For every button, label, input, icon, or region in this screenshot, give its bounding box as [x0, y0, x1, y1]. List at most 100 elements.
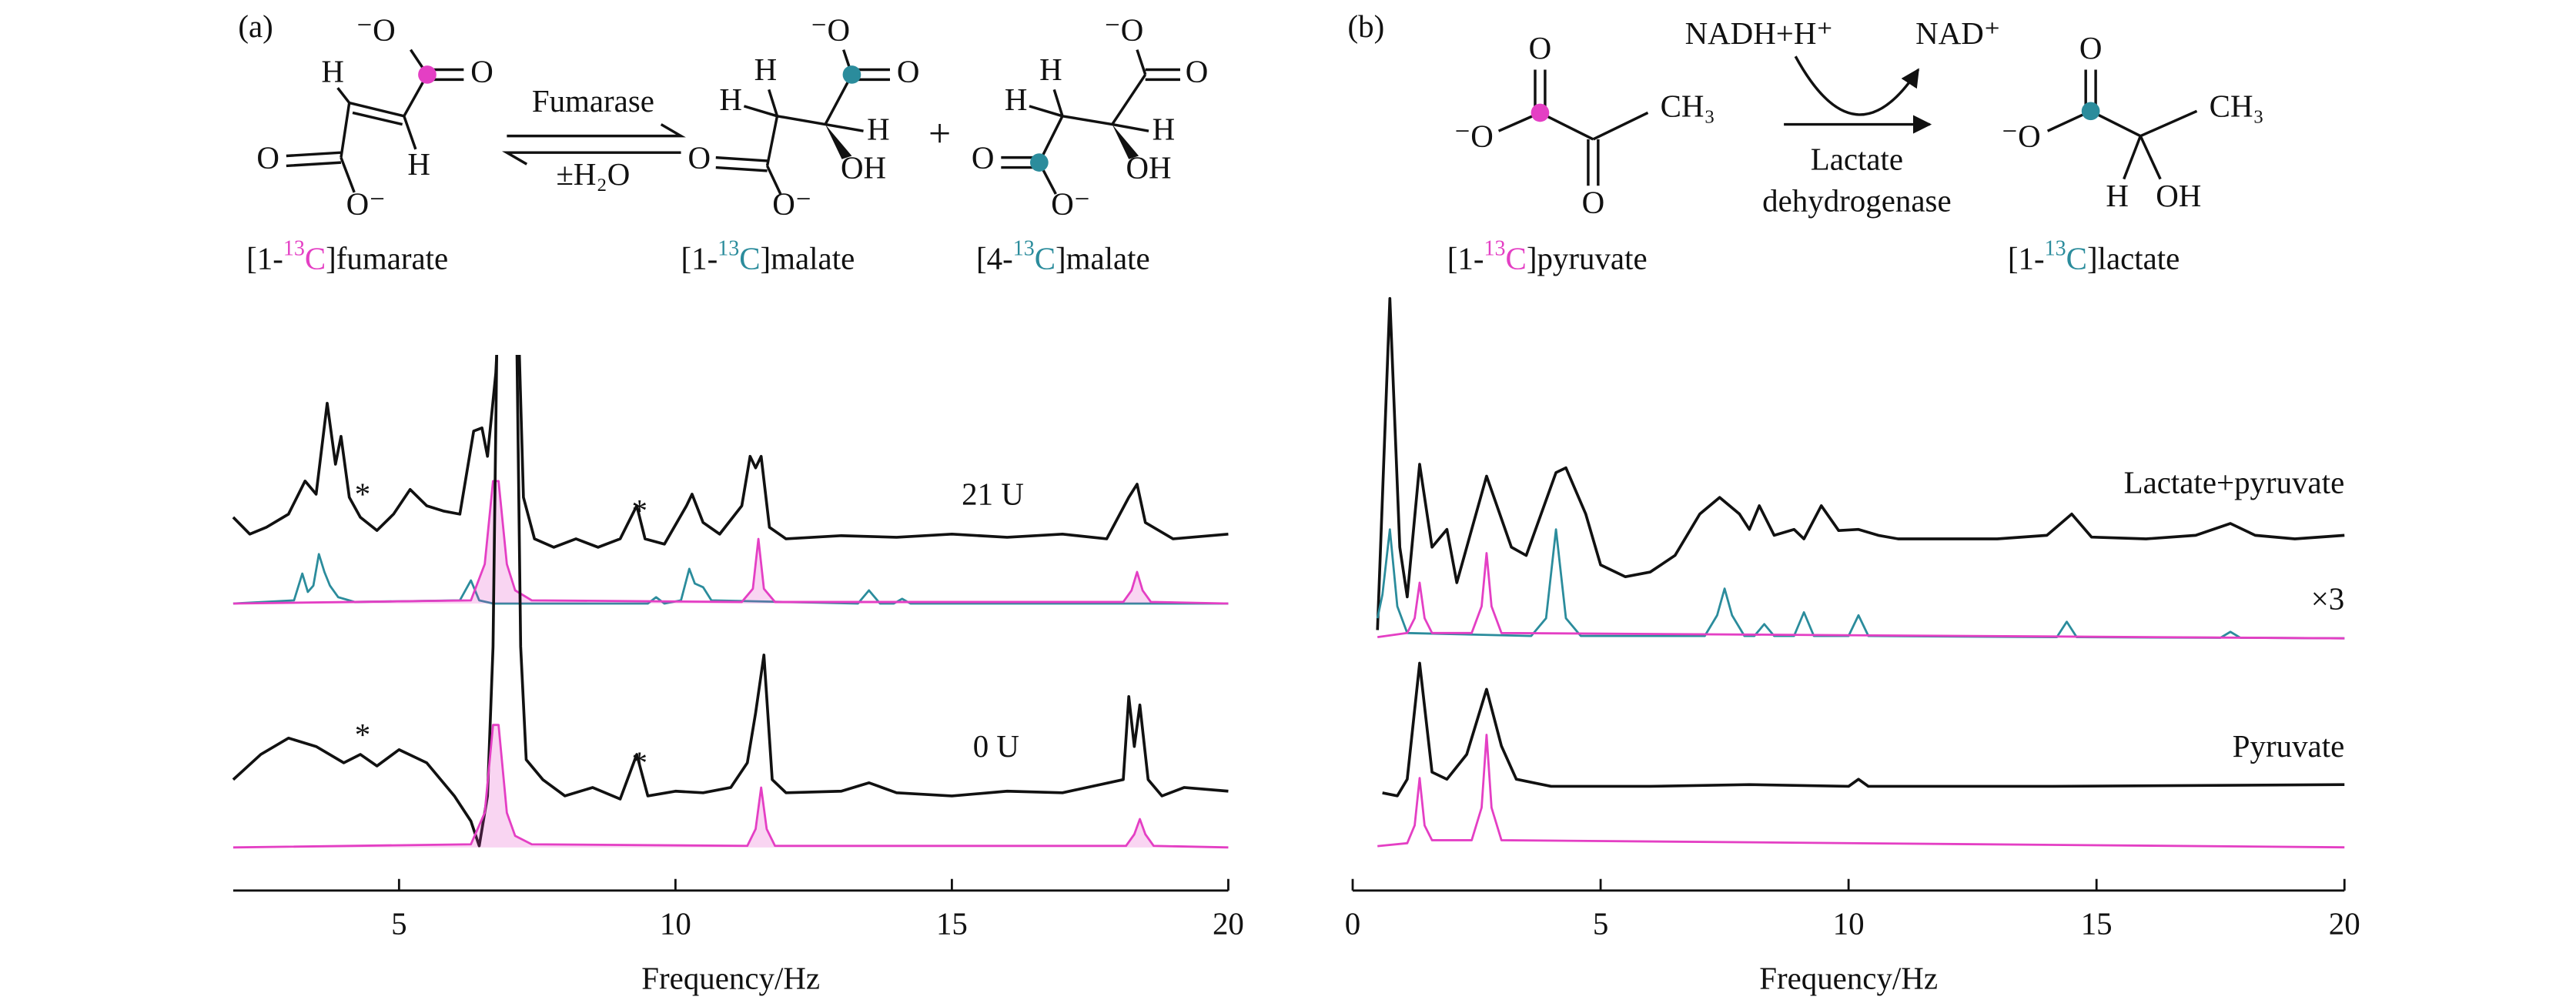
annotation: * — [355, 477, 370, 512]
bonds — [286, 48, 1180, 195]
spectrum-line — [1377, 552, 2345, 640]
x-tick-label: 10 — [660, 907, 691, 941]
panel: 0 5 10 15 20 Frequency/Hz Lactate+pyruvate ×3 Py… — [1345, 296, 2360, 996]
x-axis-label: Frequency/Hz — [1759, 962, 1938, 996]
wedge — [825, 124, 852, 159]
compound-label: [1-13C]pyruvate — [1447, 237, 1648, 276]
atom: H — [2106, 179, 2129, 213]
area — [233, 480, 1229, 604]
x-tick-label: 15 — [936, 907, 968, 941]
atom: H — [867, 112, 890, 147]
atom: O — [1186, 54, 1209, 89]
atom: O — [2079, 31, 2103, 65]
label-part: ]fumarate — [326, 242, 448, 276]
atom: CH₃ — [1661, 89, 1715, 124]
panel-label: (a) — [238, 9, 273, 44]
atom: ⁻O — [811, 12, 850, 47]
label-part: ]malate — [1055, 242, 1150, 276]
compound-label: [1-13C]malate — [681, 237, 855, 276]
label-dot — [2081, 102, 2100, 121]
enzyme: Fumarase — [532, 84, 654, 119]
x-tick-label: 0 — [1345, 907, 1360, 941]
atom: ⁻O — [1454, 119, 1494, 153]
atom: O⁻ — [772, 187, 811, 222]
element: C — [2066, 242, 2087, 276]
annotation: * — [631, 746, 647, 781]
atom: ⁻O — [2002, 119, 2041, 153]
compound-labels: [1-13C]fumarate [1-13C]malate [4-13C]malat… — [246, 237, 2180, 276]
spectrum-line — [232, 355, 1229, 549]
label-dot — [842, 65, 861, 84]
label-part: ]lactate — [2087, 242, 2180, 276]
atom: ⁻O — [356, 12, 396, 47]
isotope: 13 — [1484, 237, 1506, 261]
atom: O — [256, 140, 279, 175]
wedge — [1112, 124, 1139, 159]
atom: CH₃ — [2210, 89, 2264, 124]
atom: OH — [841, 150, 886, 185]
label-part: [1- — [246, 242, 283, 276]
atom: H — [754, 52, 778, 87]
atom: H — [719, 82, 742, 117]
atom: OH — [2156, 179, 2201, 213]
x-tick-label: 10 — [1833, 907, 1865, 941]
x-tick-label: 15 — [2081, 907, 2113, 941]
spectrum-line — [1376, 528, 2345, 640]
x-tick-label: 5 — [391, 907, 406, 941]
label-part: ]pyruvate — [1527, 242, 1648, 276]
label-part: [1- — [1447, 242, 1484, 276]
atom: O⁻ — [346, 187, 386, 222]
enzyme: dehydrogenase — [1762, 183, 1951, 218]
plus: + — [928, 112, 951, 156]
spectrum-line — [233, 724, 1229, 849]
spectrum-line — [233, 480, 1229, 605]
panel: 5 10 15 20 Frequency/Hz * * 21 U * * 0 U — [232, 355, 1244, 996]
compound-label: [1-13C]lactate — [2008, 237, 2180, 276]
isotope: 13 — [718, 237, 739, 261]
label-part: ]malate — [761, 242, 855, 276]
enzyme: Lactate — [1811, 142, 1903, 177]
compound-label: [1-13C]fumarate — [246, 237, 448, 276]
element: C — [305, 242, 326, 276]
arrow — [1794, 55, 1920, 116]
annotation: * — [631, 493, 647, 528]
isotope: 13 — [1013, 237, 1035, 261]
atom: O — [470, 54, 493, 89]
atom: O — [1529, 31, 1552, 65]
atom: H — [407, 147, 430, 182]
x-tick-label: 20 — [2329, 907, 2360, 941]
annotation: 21 U — [962, 477, 1024, 512]
atom: O — [972, 140, 995, 175]
annotation: * — [355, 717, 370, 752]
atom: H — [1005, 82, 1028, 117]
element: C — [1035, 242, 1055, 276]
atom: ⁻O — [1104, 12, 1143, 47]
isotope: 13 — [2045, 237, 2066, 261]
atom: OH — [1126, 150, 1171, 185]
x-tick-label: 5 — [1593, 907, 1608, 941]
label-part: [4- — [976, 242, 1013, 276]
atom: H — [1153, 112, 1176, 147]
condition: ±H₂O — [556, 157, 630, 192]
spectrum-line — [1382, 661, 2345, 798]
label-dot — [1030, 153, 1049, 172]
bonds — [1497, 69, 2198, 186]
atom: O — [897, 54, 920, 89]
atom: H — [321, 54, 344, 89]
atom: O — [1582, 186, 1605, 220]
atoms-a: ⁻O O H H O O⁻ ⁻O O H H H OH O O⁻ ⁻O O H … — [256, 12, 1208, 221]
annotation: Pyruvate — [2233, 729, 2344, 764]
cofactor: NADH+H⁺ — [1685, 16, 1833, 51]
spectrum-line — [233, 553, 1229, 605]
cofactor: NAD⁺ — [1915, 16, 2000, 51]
label-dot — [418, 65, 437, 84]
label-part: [1- — [2008, 242, 2045, 276]
x-tick-label: 20 — [1213, 907, 1244, 941]
spectrum-line — [232, 355, 1229, 848]
compound-label: [4-13C]malate — [976, 237, 1150, 276]
x-axis-label: Frequency/Hz — [641, 962, 820, 996]
element: C — [1506, 242, 1527, 276]
atom: H — [1039, 52, 1062, 87]
atom: O⁻ — [1051, 187, 1090, 222]
